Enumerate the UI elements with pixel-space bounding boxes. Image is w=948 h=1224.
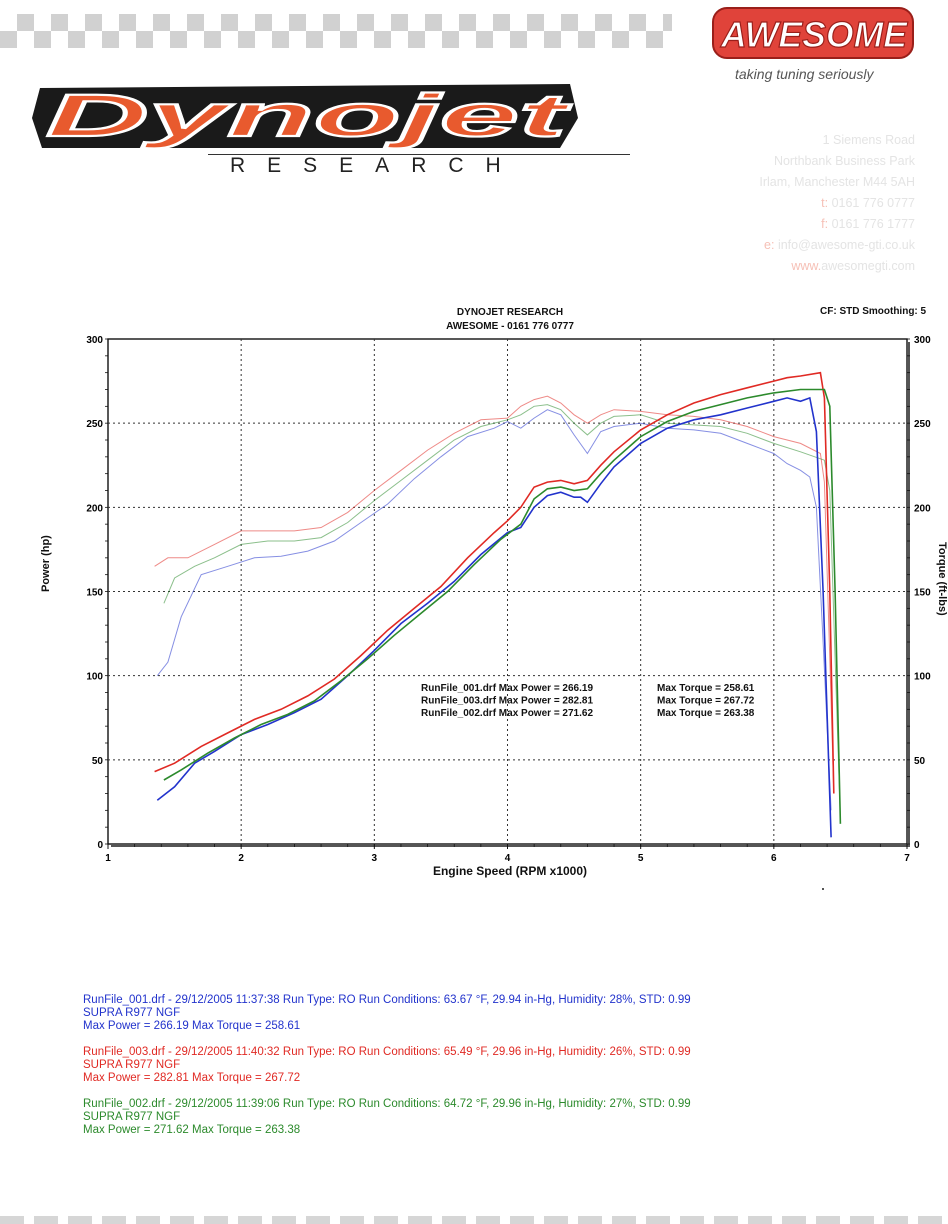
run-001-vehicle: SUPRA R977 NGF — [83, 1007, 181, 1019]
fax-number: 0161 776 1777 — [831, 217, 915, 231]
research-rule — [208, 154, 630, 155]
torque-curve-3 — [163, 404, 841, 819]
research-word: RESEARCH — [230, 154, 523, 177]
run-002-max-values: Max Power = 271.62 Max Torque = 263.38 — [83, 1124, 301, 1136]
torque-curve-1 — [156, 409, 832, 811]
awesome-logo: AWESOME — [712, 7, 914, 59]
torque-curve-2 — [154, 395, 835, 794]
run-002-conditions: RunFile_002.drf - 29/12/2005 11:39:06 Ru… — [83, 1098, 691, 1110]
chart-title-line2: AWESOME - 0161 776 0777 — [446, 321, 574, 332]
plot-shadow-right — [907, 342, 910, 847]
tagline: taking tuning seriously — [735, 66, 874, 82]
max-values-legend: RunFile_001.drf Max Power = 266.19 Max To… — [421, 683, 755, 719]
phone-number: 0161 776 0777 — [831, 196, 915, 210]
x-tick-label: 3 — [372, 853, 378, 864]
power-curve-3 — [163, 388, 842, 824]
email-prefix: e: — [764, 238, 775, 252]
address-line3: Irlam, Manchester M44 5AH — [759, 175, 915, 189]
stray-dot — [822, 888, 824, 890]
run-details: RunFile_001.drf - 29/12/2005 11:37:38 Ru… — [83, 994, 691, 1150]
x-tick-label: 4 — [505, 853, 511, 864]
email-address: info@awesome-gti.co.uk — [777, 238, 915, 252]
legend-file-power: RunFile_003.drf Max Power = 282.81 — [421, 696, 593, 707]
run-003-max-values: Max Power = 282.81 Max Torque = 267.72 — [83, 1072, 301, 1084]
run-block-002: RunFile_002.drf - 29/12/2005 11:39:06 Ru… — [83, 1098, 691, 1137]
x-axis-label: Engine Speed (RPM x1000) — [432, 864, 588, 878]
chart-title-line1: DYNOJET RESEARCH — [456, 307, 564, 318]
y-tick-label-left: 100 — [86, 672, 103, 683]
address-line2: Northbank Business Park — [773, 154, 915, 168]
x-tick-label: 2 — [238, 853, 244, 864]
run-003-conditions: RunFile_003.drf - 29/12/2005 11:40:32 Ru… — [83, 1046, 691, 1058]
run-003-vehicle: SUPRA R977 NGF — [83, 1059, 181, 1071]
chart-title: DYNOJET RESEARCH AWESOME - 0161 776 0777 — [400, 306, 620, 334]
legend-file-power: RunFile_002.drf Max Power = 271.62 — [421, 708, 593, 719]
chart-settings: CF: STD Smoothing: 5 — [820, 306, 927, 317]
legend-torque: Max Torque = 263.38 — [657, 708, 755, 719]
y-tick-label-right: 0 — [914, 840, 920, 851]
company-address: 1 Siemens Road Northbank Business Park I… — [759, 130, 915, 277]
dynojet-logo-text: Dynojet — [46, 82, 573, 149]
phone-prefix: t: — [821, 196, 829, 210]
y-tick-label-right: 50 — [914, 756, 926, 767]
awesome-logo-text: AWESOME — [720, 14, 908, 55]
y-tick-label-right: 250 — [914, 419, 931, 430]
grid-lines — [105, 338, 910, 849]
y-tick-label-left: 200 — [86, 503, 103, 514]
y-tick-label-left: 150 — [86, 588, 103, 599]
x-tick-label: 7 — [904, 853, 910, 864]
x-tick-label: 6 — [771, 853, 777, 864]
power-curve-1 — [156, 396, 832, 838]
checkered-banner — [0, 14, 672, 48]
power-curve-2 — [154, 371, 835, 794]
data-curves — [154, 371, 842, 838]
fax-prefix: f: — [821, 217, 829, 231]
legend-torque: Max Torque = 258.61 — [657, 683, 755, 694]
y-tick-label-left: 300 — [86, 335, 103, 346]
legend-torque: Max Torque = 267.72 — [657, 696, 755, 707]
x-tick-label: 5 — [638, 853, 644, 864]
plot-shadow-bottom — [111, 844, 910, 847]
x-tick-label: 1 — [105, 853, 111, 864]
y-tick-label-right: 200 — [914, 503, 931, 514]
y-tick-label-right: 100 — [914, 672, 931, 683]
web-prefix: www. — [791, 259, 822, 273]
run-block-003: RunFile_003.drf - 29/12/2005 11:40:32 Ru… — [83, 1046, 691, 1085]
bottom-border-strip — [0, 1216, 948, 1224]
run-001-max-values: Max Power = 266.19 Max Torque = 258.61 — [83, 1020, 301, 1032]
run-002-vehicle: SUPRA R977 NGF — [83, 1111, 181, 1123]
y-tick-label-right: 150 — [914, 588, 931, 599]
website: awesomegti.com — [821, 259, 915, 273]
y-tick-label-left: 250 — [86, 419, 103, 430]
address-line1: 1 Siemens Road — [822, 133, 915, 147]
dynojet-logo: Dynojet — [32, 81, 578, 150]
y-tick-label-right: 300 — [914, 335, 931, 346]
y-tick-label-left: 50 — [92, 756, 104, 767]
run-001-conditions: RunFile_001.drf - 29/12/2005 11:37:38 Ru… — [83, 994, 691, 1006]
y-tick-label-left: 0 — [97, 840, 103, 851]
run-block-001: RunFile_001.drf - 29/12/2005 11:37:38 Ru… — [83, 994, 691, 1033]
legend-file-power: RunFile_001.drf Max Power = 266.19 — [421, 683, 593, 694]
